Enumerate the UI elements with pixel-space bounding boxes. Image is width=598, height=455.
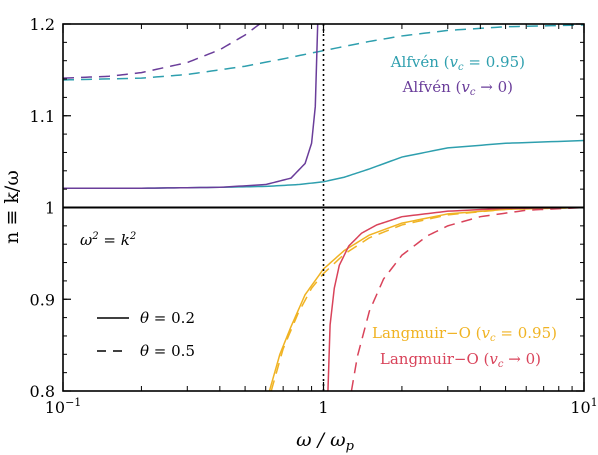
legend-solid-label: θ = 0.2: [140, 309, 195, 327]
label-langmuir-0: Langmuir−O (vc → 0): [380, 350, 541, 370]
x-tick-label: 101: [570, 396, 597, 417]
series-line-langmuir_0-dashed: [350, 206, 584, 391]
x-axis-label: ω / ωp: [296, 429, 354, 454]
series-labels: Alfvén (vc = 0.95) Alfvén (vc → 0) Langm…: [372, 53, 557, 370]
y-axis-label: n ≡ k/ω: [1, 170, 23, 244]
series-line-langmuir_095-dashed: [270, 206, 584, 391]
series-line-alfven_0-solid: [63, 24, 319, 189]
label-alfven-0: Alfvén (vc → 0): [402, 78, 513, 98]
x-tick-label: 10−1: [45, 396, 82, 417]
label-alfven-095: Alfvén (vc = 0.95): [390, 53, 525, 73]
label-langmuir-095: Langmuir−O (vc = 0.95): [372, 324, 557, 344]
series-line-langmuir_0-solid: [327, 206, 584, 391]
y-tick-label: 1.1: [30, 107, 55, 126]
y-tick-label: 0.9: [30, 290, 55, 309]
legend-dashed-label: θ = 0.5: [140, 342, 195, 360]
series-layer: [63, 24, 584, 391]
series-line-alfven_0-dashed: [63, 24, 261, 79]
reference-lines: [63, 24, 584, 391]
y-tick-label: 1: [45, 199, 55, 218]
linestyle-legend: θ = 0.2 θ = 0.5: [97, 309, 195, 360]
x-tick-label: 1: [318, 398, 328, 417]
annotation-omega-k: ω2 = k2: [80, 231, 136, 249]
y-tick-label: 1.2: [30, 15, 55, 34]
y-tick-label: 0.8: [30, 382, 55, 401]
